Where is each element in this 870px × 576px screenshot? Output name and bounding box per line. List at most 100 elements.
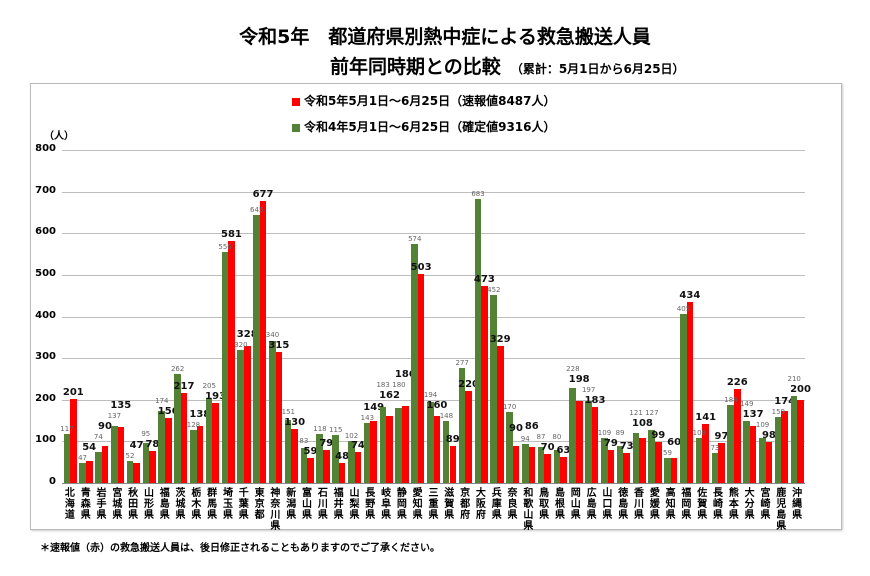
bar-r5 bbox=[496, 346, 504, 483]
data-label-r5: 138 bbox=[189, 408, 211, 420]
bar-r5 bbox=[85, 460, 93, 483]
data-label-r4: 52 bbox=[125, 452, 135, 461]
x-tick-label: 島根県 bbox=[554, 488, 565, 521]
bar-r5 bbox=[243, 346, 251, 483]
bar-r5 bbox=[575, 400, 583, 483]
data-label-r4: 149 bbox=[740, 400, 754, 409]
legend-item-r5: 令和5年5月1日～6月25日（速報値8487人） bbox=[292, 92, 556, 109]
bar-r5 bbox=[449, 445, 457, 483]
bar-r5 bbox=[212, 402, 219, 483]
data-label-r4: 452 bbox=[487, 285, 501, 294]
x-tick-label: 神奈川県 bbox=[270, 488, 281, 532]
bar-r4 bbox=[79, 463, 86, 483]
chart-subtitle: 前年同時期との比較 （累計：5月1日から6月25日） bbox=[330, 52, 685, 79]
bar-r4 bbox=[269, 341, 276, 483]
bar-r5 bbox=[338, 463, 346, 483]
bar-r5 bbox=[307, 458, 314, 483]
data-label-r4: 47 bbox=[78, 454, 88, 463]
data-label-r4: 174 bbox=[155, 397, 169, 406]
data-label-r4: 89 bbox=[615, 429, 625, 438]
gridline bbox=[62, 150, 805, 151]
data-label-r4: 340 bbox=[265, 330, 280, 339]
x-tick-label: 岡山県 bbox=[570, 488, 581, 521]
data-label-r4: 109 bbox=[597, 428, 612, 437]
data-label-r5: 200 bbox=[790, 383, 811, 395]
x-tick-label: 滋賀県 bbox=[444, 488, 455, 521]
data-label-r4: 143 bbox=[360, 414, 375, 423]
data-label-r5: 59 bbox=[303, 446, 318, 458]
y-tick-label: 0 bbox=[49, 476, 56, 487]
data-label-r5: 79 bbox=[319, 438, 334, 450]
bar-r5 bbox=[639, 438, 646, 483]
x-tick-label: 青森県 bbox=[80, 488, 91, 521]
bar-r5 bbox=[117, 426, 125, 483]
data-label-r4: 121 bbox=[629, 408, 643, 417]
data-label-r5: 198 bbox=[568, 373, 590, 385]
bar-r5 bbox=[528, 447, 536, 483]
bar-r4 bbox=[300, 448, 308, 483]
bar-r5 bbox=[101, 445, 109, 483]
data-label-r5: 130 bbox=[284, 416, 306, 428]
bar-r5 bbox=[686, 302, 694, 483]
data-label-r5: 581 bbox=[220, 229, 242, 241]
x-tick-label: 長崎県 bbox=[713, 488, 724, 521]
bar-r4 bbox=[142, 443, 150, 483]
bar-r4 bbox=[680, 314, 687, 483]
bar-r4 bbox=[411, 244, 418, 483]
data-label-r5: 137 bbox=[742, 409, 764, 421]
data-label-r5: 174 bbox=[774, 395, 796, 407]
x-tick-label: 山梨県 bbox=[349, 488, 360, 521]
data-label-r5: 48 bbox=[335, 451, 350, 463]
bar-r5 bbox=[797, 399, 804, 483]
data-label-r4: 645 bbox=[250, 205, 264, 214]
bar-r5 bbox=[623, 452, 630, 483]
data-label-r5: 89 bbox=[445, 433, 460, 445]
data-label-r5: 90 bbox=[509, 422, 523, 434]
bar-r5 bbox=[70, 399, 77, 483]
legend-label: 令和4年5月1日～6月25日（確定値9316人） bbox=[304, 120, 556, 134]
data-label-r4: 180 bbox=[392, 381, 406, 390]
x-tick-label: 京都府 bbox=[460, 488, 471, 521]
x-tick-label: 徳島県 bbox=[618, 488, 629, 521]
x-tick-label: 高知県 bbox=[665, 488, 676, 521]
data-label-r4: 117 bbox=[60, 425, 74, 434]
bar-r4 bbox=[506, 412, 513, 483]
x-tick-label: 石川県 bbox=[317, 488, 328, 521]
data-label-r5: 434 bbox=[679, 290, 701, 302]
x-tick-label: 和歌山県 bbox=[523, 488, 534, 532]
bar-r5 bbox=[544, 453, 551, 483]
x-tick-label: 東京都 bbox=[254, 488, 265, 521]
gridline bbox=[62, 483, 805, 484]
bar-r5 bbox=[749, 425, 757, 483]
x-tick-label: 北海道 bbox=[64, 488, 75, 521]
data-label-r5: 503 bbox=[410, 261, 432, 273]
x-tick-label: 埼玉県 bbox=[222, 488, 233, 521]
data-label-r4: 159 bbox=[771, 407, 786, 416]
data-label-r5: 473 bbox=[473, 274, 495, 286]
data-label-r5: 315 bbox=[268, 339, 290, 351]
bar-r4 bbox=[316, 433, 324, 483]
bar-r4 bbox=[553, 449, 561, 483]
y-tick-label: 200 bbox=[35, 392, 56, 404]
bar-r4 bbox=[253, 214, 260, 483]
data-label-r5: 54 bbox=[82, 442, 97, 454]
data-label-r5: 220 bbox=[458, 379, 479, 391]
data-label-r5: 162 bbox=[379, 390, 400, 402]
bar-r4 bbox=[63, 434, 71, 483]
data-label-r4: 188 bbox=[724, 395, 738, 404]
bar-r5 bbox=[670, 458, 678, 483]
bar-r4 bbox=[537, 446, 545, 483]
subtitle-note: （累計：5月1日から6月25日） bbox=[510, 62, 685, 76]
data-label-r4: 80 bbox=[552, 432, 562, 441]
legend-swatch-green bbox=[292, 123, 300, 132]
data-label-r4: 74 bbox=[93, 433, 103, 442]
data-label-r5: 86 bbox=[524, 420, 539, 432]
legend-label: 令和5年5月1日～6月25日（速報値8487人） bbox=[304, 94, 556, 108]
gridline bbox=[62, 191, 805, 193]
data-label-r4: 277 bbox=[455, 358, 469, 367]
bar-r4 bbox=[126, 461, 134, 483]
x-tick-label: 宮崎県 bbox=[760, 488, 771, 521]
y-tick-label: 400 bbox=[35, 309, 56, 321]
bar-r5 bbox=[354, 452, 362, 483]
